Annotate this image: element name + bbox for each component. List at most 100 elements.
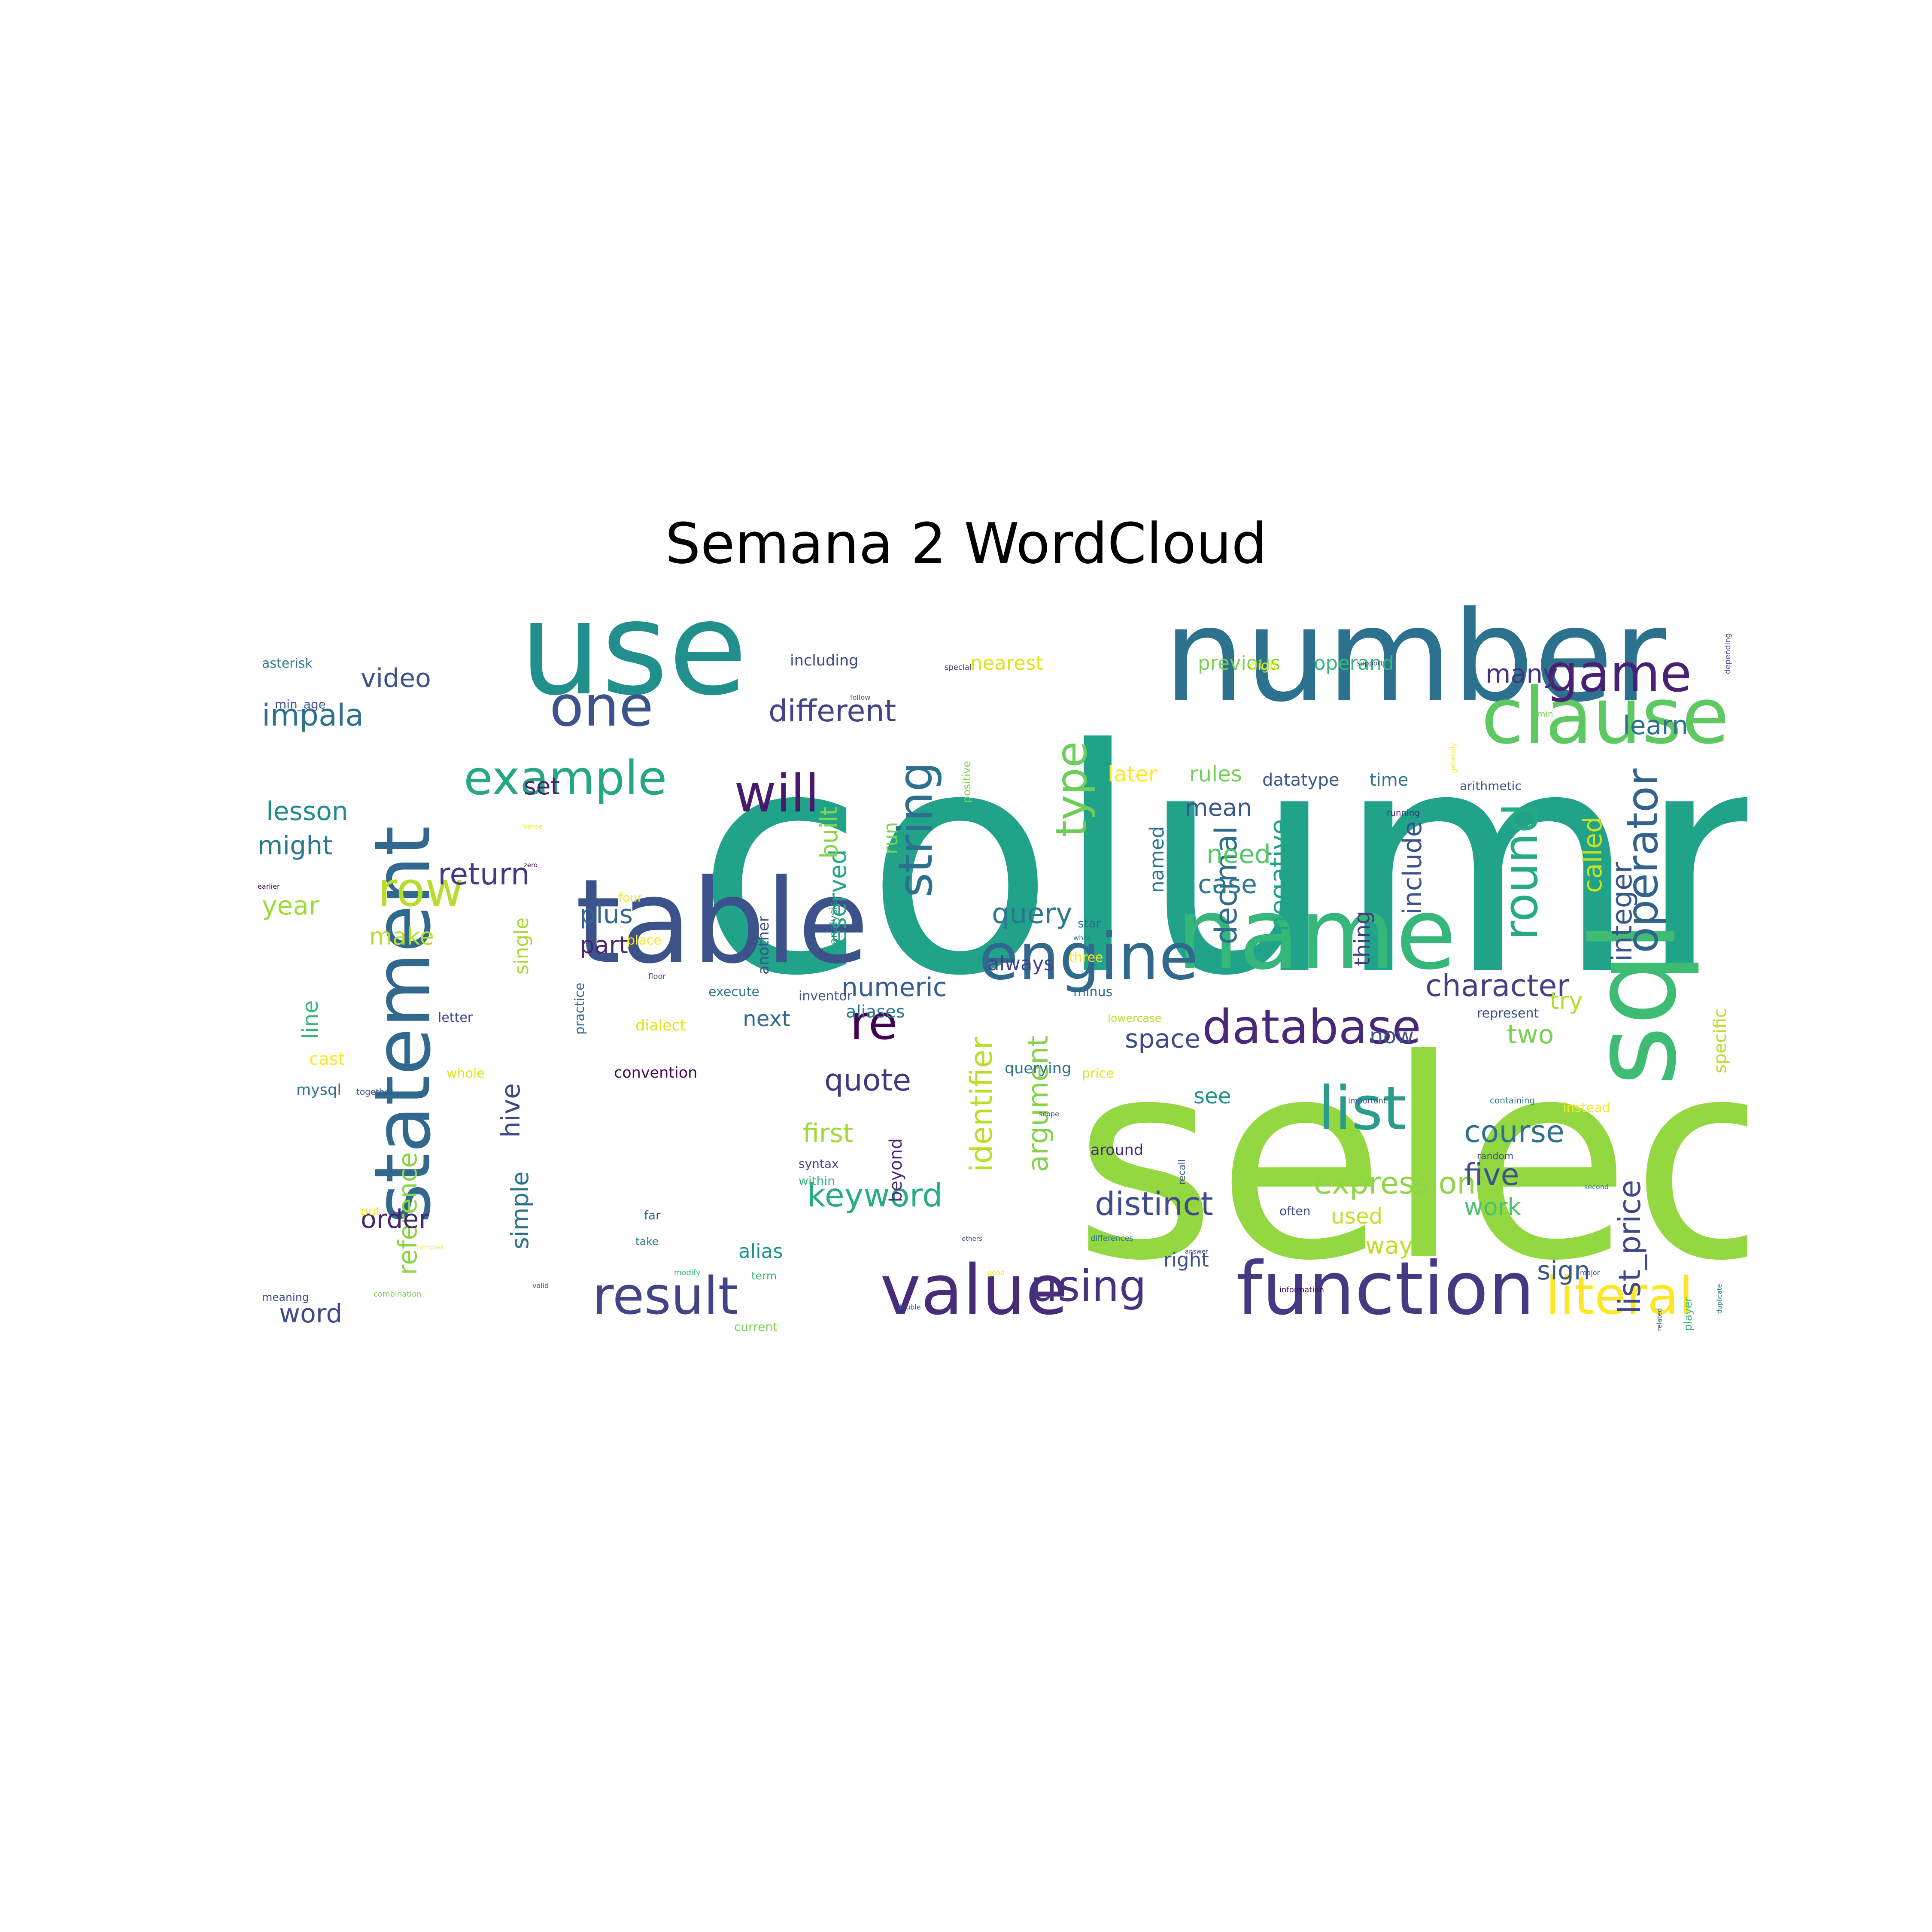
word-sense: sense (524, 823, 543, 830)
word-game: game (1546, 644, 1692, 704)
word-execute: execute (708, 984, 759, 999)
word-string: string (888, 762, 943, 897)
word-keyword: keyword (807, 1176, 943, 1214)
word-information: information (1279, 1285, 1324, 1294)
word-named: named (1145, 826, 1168, 893)
word-differences: differences (1091, 1234, 1133, 1243)
word-querying: querying (1005, 1060, 1071, 1077)
word-analysis: analysis (827, 901, 840, 945)
word-might: might (258, 831, 333, 861)
word-see: see (1194, 1084, 1231, 1109)
word-try: try (1550, 987, 1583, 1015)
word-current: current (734, 1320, 778, 1334)
word-used: used (1331, 1204, 1382, 1229)
word-round: round (1493, 803, 1548, 940)
word-combination: combination (374, 1290, 422, 1299)
word-line: line (298, 1000, 323, 1039)
word-decimal: decimal (1209, 826, 1244, 945)
word-sign: sign (1537, 1256, 1590, 1286)
word-will: will (734, 764, 819, 824)
word-special: special (945, 663, 972, 672)
word-around: around (1091, 1142, 1143, 1159)
word-nearest: nearest (970, 652, 1043, 674)
word-five: five (1464, 1157, 1519, 1192)
word-support: support (1357, 659, 1383, 667)
word-always: always (987, 952, 1054, 975)
word-many: many (1485, 659, 1558, 689)
word-impala: impala (262, 698, 364, 733)
word-duplicate: duplicate (1716, 1284, 1723, 1314)
word-year: year (262, 891, 319, 921)
word-use: use (519, 605, 747, 724)
word-convention: convention (614, 1064, 697, 1081)
word-value: value (880, 1250, 1068, 1330)
word-select: select (1073, 1001, 1747, 1321)
word-four: four (618, 890, 643, 905)
word-later: later (1108, 762, 1157, 787)
word-set: set (524, 772, 560, 800)
cloud-background (253, 605, 1747, 1352)
word-place: place (627, 933, 662, 948)
word-random: random (1477, 1151, 1513, 1162)
word-cast: cast (309, 1049, 345, 1069)
word-word: word (279, 1299, 342, 1329)
word-modify: modify (674, 1268, 701, 1277)
word-star: star (1078, 916, 1101, 930)
word-two: two (1507, 1020, 1554, 1050)
word-learn: learn (1623, 711, 1688, 741)
word-plus: plus (580, 899, 633, 930)
word-distinct: distinct (1095, 1185, 1213, 1223)
word-using: using (1030, 1261, 1146, 1311)
word-represent: represent (1477, 1006, 1539, 1021)
word-lesson: lesson (266, 796, 348, 826)
word-earlier: earlier (258, 882, 280, 890)
word-major: major (1580, 1269, 1600, 1277)
word-related: related (1656, 1308, 1663, 1331)
word-player: player (1682, 1297, 1694, 1331)
word-work: work (1464, 1193, 1521, 1221)
word-min: min (1537, 709, 1553, 719)
word-second: second (1584, 1183, 1609, 1191)
word-mean: mean (1185, 794, 1252, 821)
word-simple: simple (506, 1171, 534, 1249)
word-take: take (635, 1235, 659, 1248)
word-often: often (1279, 1204, 1310, 1218)
word-argument: argument (1022, 1036, 1054, 1172)
word-one: one (550, 674, 653, 739)
word-inventor: inventor (799, 989, 853, 1004)
word-three: three (1069, 950, 1103, 965)
word-rules: rules (1189, 762, 1242, 787)
word-lowercase: lowercase (1108, 1012, 1161, 1024)
word-numeric: numeric (841, 972, 947, 1002)
word-including: including (790, 652, 858, 669)
word-right: right (1163, 1249, 1209, 1271)
word-hive: hive (496, 1083, 526, 1138)
word-complex: complex (416, 1243, 444, 1251)
word-zero: zero (524, 861, 538, 869)
word-good: good (987, 1269, 1005, 1277)
word-min-age: min_age (275, 697, 326, 711)
word-put: put (361, 1204, 381, 1218)
word-engine: engine (979, 920, 1199, 994)
word-called: called (1578, 817, 1608, 893)
word-arithmetic: arithmetic (1460, 779, 1522, 793)
word-whole: whole (447, 1066, 485, 1081)
word-positive: positive (960, 761, 973, 803)
word-clause: clause (1481, 671, 1729, 761)
word-single: single (510, 917, 533, 975)
word-specific: specific (1710, 1009, 1730, 1073)
word-far: far (644, 1208, 661, 1222)
word-dialect: dialect (635, 1017, 686, 1034)
word-way: way (1365, 1232, 1413, 1259)
word-statement: statement (358, 826, 448, 1224)
word-literal: literal (1546, 1267, 1693, 1326)
word-term: term (751, 1270, 777, 1282)
word-type: type (1046, 741, 1097, 837)
word-important: important (1348, 1097, 1386, 1106)
word-within: within (799, 1174, 835, 1188)
word-operator: operator (1617, 768, 1668, 953)
word-different: different (769, 693, 896, 729)
word-alias: alias (738, 1240, 783, 1263)
word-digit: digit (1249, 658, 1278, 673)
chart-title: Semana 2 WordCloud (665, 511, 1267, 576)
